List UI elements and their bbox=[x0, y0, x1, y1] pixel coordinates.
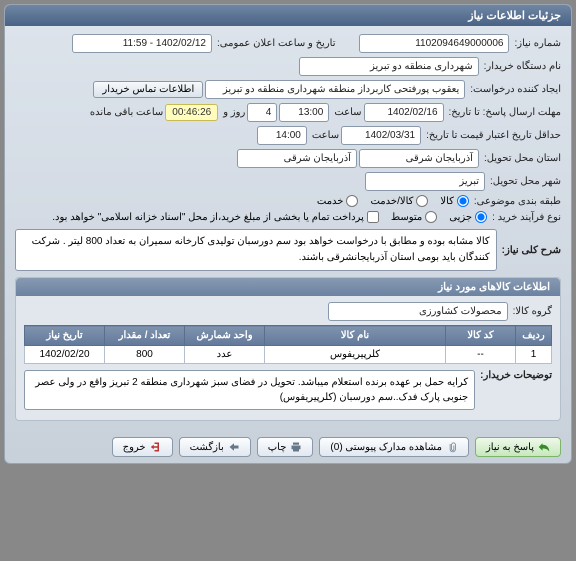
exit-button[interactable]: خروج bbox=[112, 437, 173, 457]
pay-note-text: پرداخت تمام یا بخشی از مبلغ خرید،از محل … bbox=[52, 212, 364, 223]
class-goods-input[interactable] bbox=[457, 195, 469, 207]
contact-button[interactable]: اطلاعات تماس خریدار bbox=[93, 81, 203, 98]
class-service-text: کالا/خدمت bbox=[370, 196, 413, 207]
items-table: ردیف کد کالا نام کالا واحد شمارش تعداد /… bbox=[24, 325, 552, 364]
class-goods-text: کالا bbox=[440, 196, 454, 207]
need-no-field: 1102094649000006 bbox=[359, 34, 509, 53]
pay-note-input[interactable] bbox=[367, 211, 379, 223]
class-other-input[interactable] bbox=[346, 195, 358, 207]
col-name: نام کالا bbox=[265, 326, 446, 346]
pay-note-check[interactable]: پرداخت تمام یا بخشی از مبلغ خرید،از محل … bbox=[52, 211, 379, 223]
days-label: روز و bbox=[220, 107, 245, 118]
items-panel: اطلاعات کالاهای مورد نیاز گروه کالا: محص… bbox=[15, 277, 561, 421]
requester-label: ایجاد کننده درخواست: bbox=[467, 84, 561, 95]
deadline-send-label: مهلت ارسال پاسخ: تا تاریخ: bbox=[446, 107, 561, 118]
buy-prepay-radio[interactable]: جزیی bbox=[449, 211, 487, 223]
cell-row: 1 bbox=[516, 346, 552, 364]
city-field: تبریز bbox=[365, 172, 485, 191]
col-row: ردیف bbox=[516, 326, 552, 346]
announce-field: 1402/02/12 - 11:59 bbox=[72, 34, 212, 53]
city-label: شهر محل تحویل: bbox=[487, 176, 561, 187]
cell-code: -- bbox=[446, 346, 516, 364]
col-qty: تعداد / مقدار bbox=[105, 326, 185, 346]
class-other-text: خدمت bbox=[317, 196, 344, 207]
deadline-time-label: ساعت bbox=[331, 107, 361, 118]
buy-type-label: نوع فرآیند خرید : bbox=[489, 212, 561, 223]
items-panel-title: اطلاعات کالاهای مورد نیاز bbox=[16, 278, 560, 296]
col-code: کد کالا bbox=[446, 326, 516, 346]
button-bar: پاسخ به نیاز مشاهده مدارک پیوستی (0) چاپ… bbox=[5, 429, 571, 463]
need-details-panel: جزئیات اطلاعات نیاز شماره نیاز: 11020946… bbox=[4, 4, 572, 464]
reply-icon bbox=[538, 441, 550, 453]
col-unit: واحد شمارش bbox=[185, 326, 265, 346]
need-summary-label: شرح کلی نیاز: bbox=[499, 245, 561, 256]
class-service-radio[interactable]: کالا/خدمت bbox=[370, 195, 428, 207]
deadline-date-field: 1402/02/16 bbox=[364, 103, 444, 122]
print-label: چاپ bbox=[268, 442, 287, 453]
buy-medium-text: متوسط bbox=[391, 212, 422, 223]
back-icon bbox=[228, 441, 240, 453]
buy-medium-radio[interactable]: متوسط bbox=[391, 211, 437, 223]
class-other-radio[interactable]: خدمت bbox=[317, 195, 359, 207]
delivery-province-label: استان محل تحویل: bbox=[481, 153, 561, 164]
respond-button[interactable]: پاسخ به نیاز bbox=[475, 437, 561, 457]
exit-label: خروج bbox=[123, 442, 146, 453]
delivery-province-field: آذربایجان شرقی bbox=[359, 149, 479, 168]
days-field: 4 bbox=[247, 103, 277, 122]
table-row[interactable]: 1 -- کلرپیریفوس عدد 800 1402/02/20 bbox=[25, 346, 552, 364]
validity-time-field: 14:00 bbox=[257, 126, 307, 145]
col-date: تاریخ نیاز bbox=[25, 326, 105, 346]
items-header-row: ردیف کد کالا نام کالا واحد شمارش تعداد /… bbox=[25, 326, 552, 346]
respond-label: پاسخ به نیاز bbox=[486, 442, 534, 453]
exit-icon bbox=[150, 441, 162, 453]
explain-label: توضیحات خریدار: bbox=[477, 370, 552, 381]
panel-body: شماره نیاز: 1102094649000006 تاریخ و ساع… bbox=[5, 26, 571, 429]
group-label: گروه کالا: bbox=[510, 306, 552, 317]
class-goods-radio[interactable]: کالا bbox=[440, 195, 469, 207]
buy-prepay-text: جزیی bbox=[449, 212, 472, 223]
validity-label: حداقل تاریخ اعتبار قیمت تا تاریخ: bbox=[423, 130, 561, 141]
attachment-icon bbox=[446, 441, 458, 453]
back-label: بازگشت bbox=[190, 442, 224, 453]
cell-unit: عدد bbox=[185, 346, 265, 364]
need-no-label: شماره نیاز: bbox=[511, 38, 561, 49]
print-icon bbox=[290, 441, 302, 453]
buyer-org-field: شهرداری منطقه دو تبریز bbox=[299, 57, 479, 76]
panel-title: جزئیات اطلاعات نیاز bbox=[5, 5, 571, 26]
explain-text: کرایه حمل بر عهده برنده استعلام میباشد. … bbox=[24, 370, 475, 410]
group-field: محصولات کشاورزی bbox=[328, 302, 508, 321]
attachments-button[interactable]: مشاهده مدارک پیوستی (0) bbox=[319, 437, 469, 457]
class-label: طبقه بندی موضوعی: bbox=[471, 196, 561, 207]
cell-name: کلرپیریفوس bbox=[265, 346, 446, 364]
back-button[interactable]: بازگشت bbox=[179, 437, 251, 457]
deadline-time-field: 13:00 bbox=[279, 103, 329, 122]
cell-date: 1402/02/20 bbox=[25, 346, 105, 364]
validity-date-field: 1402/03/31 bbox=[341, 126, 421, 145]
countdown-timer: 00:46:26 bbox=[165, 104, 218, 121]
need-summary-text: کالا مشابه بوده و مطابق با درخواست خواهد… bbox=[15, 229, 497, 271]
attachments-label: مشاهده مدارک پیوستی (0) bbox=[330, 442, 442, 453]
announce-label: تاریخ و ساعت اعلان عمومی: bbox=[214, 38, 336, 49]
validity-time-label: ساعت bbox=[309, 130, 339, 141]
delivery-province-field-2: آذربایجان شرقی bbox=[237, 149, 357, 168]
buy-prepay-input[interactable] bbox=[475, 211, 487, 223]
remaining-label: ساعت باقی مانده bbox=[87, 107, 163, 118]
requester-field: یعقوب پورفتحی کاربرداز منطقه شهرداری منط… bbox=[205, 80, 465, 99]
buyer-org-label: نام دستگاه خریدار: bbox=[481, 61, 561, 72]
cell-qty: 800 bbox=[105, 346, 185, 364]
buy-medium-input[interactable] bbox=[425, 211, 437, 223]
print-button[interactable]: چاپ bbox=[257, 437, 314, 457]
class-service-input[interactable] bbox=[416, 195, 428, 207]
